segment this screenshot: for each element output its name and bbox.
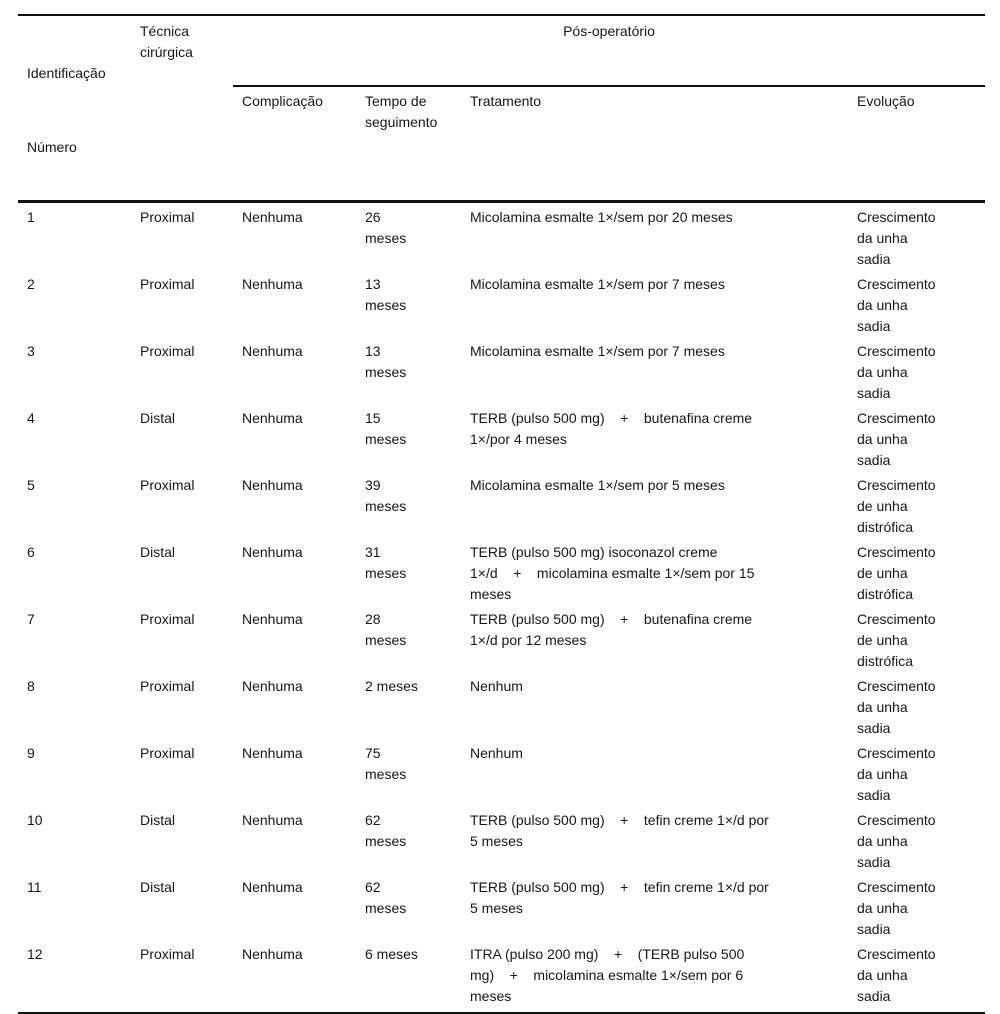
cell-complicacao: Nenhuma xyxy=(242,477,303,493)
cell-tratamento: Nenhum xyxy=(470,678,523,694)
cell-complicacao: Nenhuma xyxy=(242,611,303,627)
cell-tempo: 62 meses xyxy=(365,812,407,849)
cell-tratamento: Micolamina esmalte 1×/sem por 20 meses xyxy=(470,209,733,225)
cell-tecnica: Proximal xyxy=(140,477,195,493)
cell-evolucao: Crescimento da unha sadia xyxy=(857,879,936,937)
cell-evolucao: Crescimento da unha sadia xyxy=(857,678,936,736)
cell-tratamento: ITRA (pulso 200 mg) + (TERB pulso 500 mg… xyxy=(470,946,745,1004)
cell-numero: 1 xyxy=(27,209,35,225)
cell-numero: 10 xyxy=(27,812,43,828)
cell-numero: 3 xyxy=(27,343,35,359)
cell-tecnica: Distal xyxy=(140,544,176,560)
postoperative-results-table: Identificação Número Técnica cirúrgica P… xyxy=(18,14,986,1014)
table-row: 11 Distal Nenhuma 62 meses TERB (pulso 5… xyxy=(18,873,985,940)
header-complicacao: Complicação xyxy=(233,85,356,203)
cell-tempo: 13 meses xyxy=(365,276,407,313)
cell-complicacao: Nenhuma xyxy=(242,343,303,359)
cell-tempo: 15 meses xyxy=(365,410,407,447)
cell-numero: 4 xyxy=(27,410,35,426)
cell-tecnica: Distal xyxy=(140,879,176,895)
cell-tratamento: TERB (pulso 500 mg) + tefin creme 1×/d p… xyxy=(470,812,769,849)
cell-complicacao: Nenhuma xyxy=(242,812,303,828)
cell-evolucao: Crescimento da unha sadia xyxy=(857,276,936,334)
cell-tecnica: Proximal xyxy=(140,343,195,359)
cell-tempo: 75 meses xyxy=(365,745,407,782)
cell-tecnica: Distal xyxy=(140,812,176,828)
cell-tempo: 26 meses xyxy=(365,209,407,246)
cell-tratamento: TERB (pulso 500 mg) + tefin creme 1×/d p… xyxy=(470,879,769,916)
cell-tecnica: Proximal xyxy=(140,678,195,694)
cell-numero: 6 xyxy=(27,544,35,560)
cell-complicacao: Nenhuma xyxy=(242,879,303,895)
cell-tecnica: Proximal xyxy=(140,276,195,292)
header-tratamento: Tratamento xyxy=(461,85,848,203)
table-row: 5 Proximal Nenhuma 39 meses Micolamina e… xyxy=(18,471,985,538)
table-row: 3 Proximal Nenhuma 13 meses Micolamina e… xyxy=(18,337,985,404)
cell-numero: 8 xyxy=(27,678,35,694)
header-identificacao-line2: Número xyxy=(27,139,77,155)
cell-tecnica: Proximal xyxy=(140,611,195,627)
cell-tempo: 31 meses xyxy=(365,544,407,581)
cell-numero: 7 xyxy=(27,611,35,627)
cell-evolucao: Crescimento da unha sadia xyxy=(857,946,936,1004)
cell-evolucao: Crescimento da unha sadia xyxy=(857,410,936,468)
cell-tratamento: Micolamina esmalte 1×/sem por 5 meses xyxy=(470,477,725,493)
cell-evolucao: Crescimento de unha distrófica xyxy=(857,544,936,602)
table-row: 10 Distal Nenhuma 62 meses TERB (pulso 5… xyxy=(18,806,985,873)
cell-evolucao: Crescimento da unha sadia xyxy=(857,812,936,870)
cell-numero: 2 xyxy=(27,276,35,292)
cell-complicacao: Nenhuma xyxy=(242,410,303,426)
cell-tratamento: Micolamina esmalte 1×/sem por 7 meses xyxy=(470,343,725,359)
cell-tempo: 6 meses xyxy=(365,946,418,962)
cell-tecnica: Distal xyxy=(140,410,176,426)
table-row: 9 Proximal Nenhuma 75 meses Nenhum Cresc… xyxy=(18,739,985,806)
cell-tempo: 62 meses xyxy=(365,879,407,916)
cell-tempo: 39 meses xyxy=(365,477,407,514)
cell-tecnica: Proximal xyxy=(140,745,195,761)
cell-complicacao: Nenhuma xyxy=(242,276,303,292)
cell-evolucao: Crescimento da unha sadia xyxy=(857,343,936,401)
cell-numero: 9 xyxy=(27,745,35,761)
cell-tempo: 28 meses xyxy=(365,611,407,648)
table-row: 7 Proximal Nenhuma 28 meses TERB (pulso … xyxy=(18,605,985,672)
table-row: 6 Distal Nenhuma 31 meses TERB (pulso 50… xyxy=(18,538,985,605)
table-row: 1 Proximal Nenhuma 26 meses Micolamina e… xyxy=(18,202,985,271)
cell-complicacao: Nenhuma xyxy=(242,678,303,694)
cell-tratamento: Micolamina esmalte 1×/sem por 7 meses xyxy=(470,276,725,292)
cell-numero: 5 xyxy=(27,477,35,493)
table-row: 4 Distal Nenhuma 15 meses TERB (pulso 50… xyxy=(18,404,985,471)
table-row: 12 Proximal Nenhuma 6 meses ITRA (pulso … xyxy=(18,940,985,1013)
cell-complicacao: Nenhuma xyxy=(242,544,303,560)
cell-tempo: 13 meses xyxy=(365,343,407,380)
cell-evolucao: Crescimento da unha sadia xyxy=(857,209,936,267)
header-tempo-seguimento: Tempo de seguimento xyxy=(356,85,461,203)
cell-evolucao: Crescimento da unha sadia xyxy=(857,745,936,803)
table-body: 1 Proximal Nenhuma 26 meses Micolamina e… xyxy=(18,202,985,1014)
cell-tratamento: TERB (pulso 500 mg) + butenafina creme 1… xyxy=(470,410,753,447)
table-row: 2 Proximal Nenhuma 13 meses Micolamina e… xyxy=(18,270,985,337)
header-identificacao-numero: Identificação Número xyxy=(18,15,131,203)
table-header: Identificação Número Técnica cirúrgica P… xyxy=(18,15,986,203)
cell-tecnica: Proximal xyxy=(140,946,195,962)
cell-tratamento: Nenhum xyxy=(470,745,523,761)
cell-tempo: 2 meses xyxy=(365,678,418,694)
cell-complicacao: Nenhuma xyxy=(242,745,303,761)
table-row: 8 Proximal Nenhuma 2 meses Nenhum Cresci… xyxy=(18,672,985,739)
cell-tratamento: TERB (pulso 500 mg) + butenafina creme 1… xyxy=(470,611,753,648)
header-identificacao-line1: Identificação xyxy=(27,65,106,81)
cell-tecnica: Proximal xyxy=(140,209,195,225)
cell-numero: 11 xyxy=(27,879,42,895)
cell-evolucao: Crescimento de unha distrófica xyxy=(857,611,936,669)
header-evolucao: Evolução xyxy=(848,85,986,203)
header-tecnica-cirurgica: Técnica cirúrgica xyxy=(131,15,233,203)
cell-tratamento: TERB (pulso 500 mg) isoconazol creme 1×/… xyxy=(470,544,755,602)
cell-complicacao: Nenhuma xyxy=(242,946,303,962)
cell-complicacao: Nenhuma xyxy=(242,209,303,225)
cell-evolucao: Crescimento de unha distrófica xyxy=(857,477,936,535)
header-pos-operatorio: Pós-operatório xyxy=(233,15,986,87)
cell-numero: 12 xyxy=(27,946,43,962)
